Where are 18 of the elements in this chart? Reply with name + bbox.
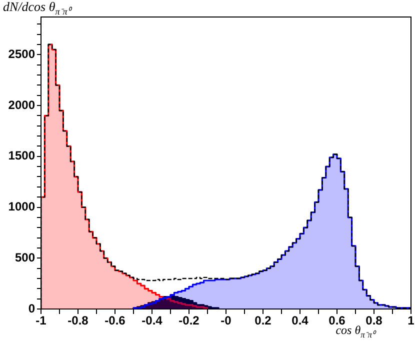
y-tick-label: 2500 — [8, 46, 36, 61]
y-tick-label: 1500 — [8, 148, 36, 163]
x-tick-label: 0.8 — [366, 314, 383, 328]
y-tick-label: 2000 — [8, 98, 36, 112]
x-tick-label: -0 — [220, 314, 232, 328]
y-tick-label: 500 — [14, 250, 36, 264]
x-tick-label: 0.4 — [292, 314, 309, 328]
x-tick-label: 1 — [408, 314, 415, 328]
y-tick-label: 1000 — [8, 200, 36, 214]
y-tick-label: 0 — [28, 301, 36, 316]
x-tick-label: -0.2 — [178, 314, 200, 328]
y-axis-title: dN/dcos θ$_{π⁻π⁰}$ — [3, 0, 70, 19]
x-tick-label: 0.2 — [254, 314, 272, 328]
x-tick-label: -0.8 — [68, 314, 89, 328]
x-tick-label: -0.6 — [104, 314, 126, 328]
x-tick-label: -0.4 — [142, 314, 163, 328]
x-tick-label: 0.6 — [328, 314, 346, 328]
x-tick-label: -1 — [36, 314, 47, 328]
